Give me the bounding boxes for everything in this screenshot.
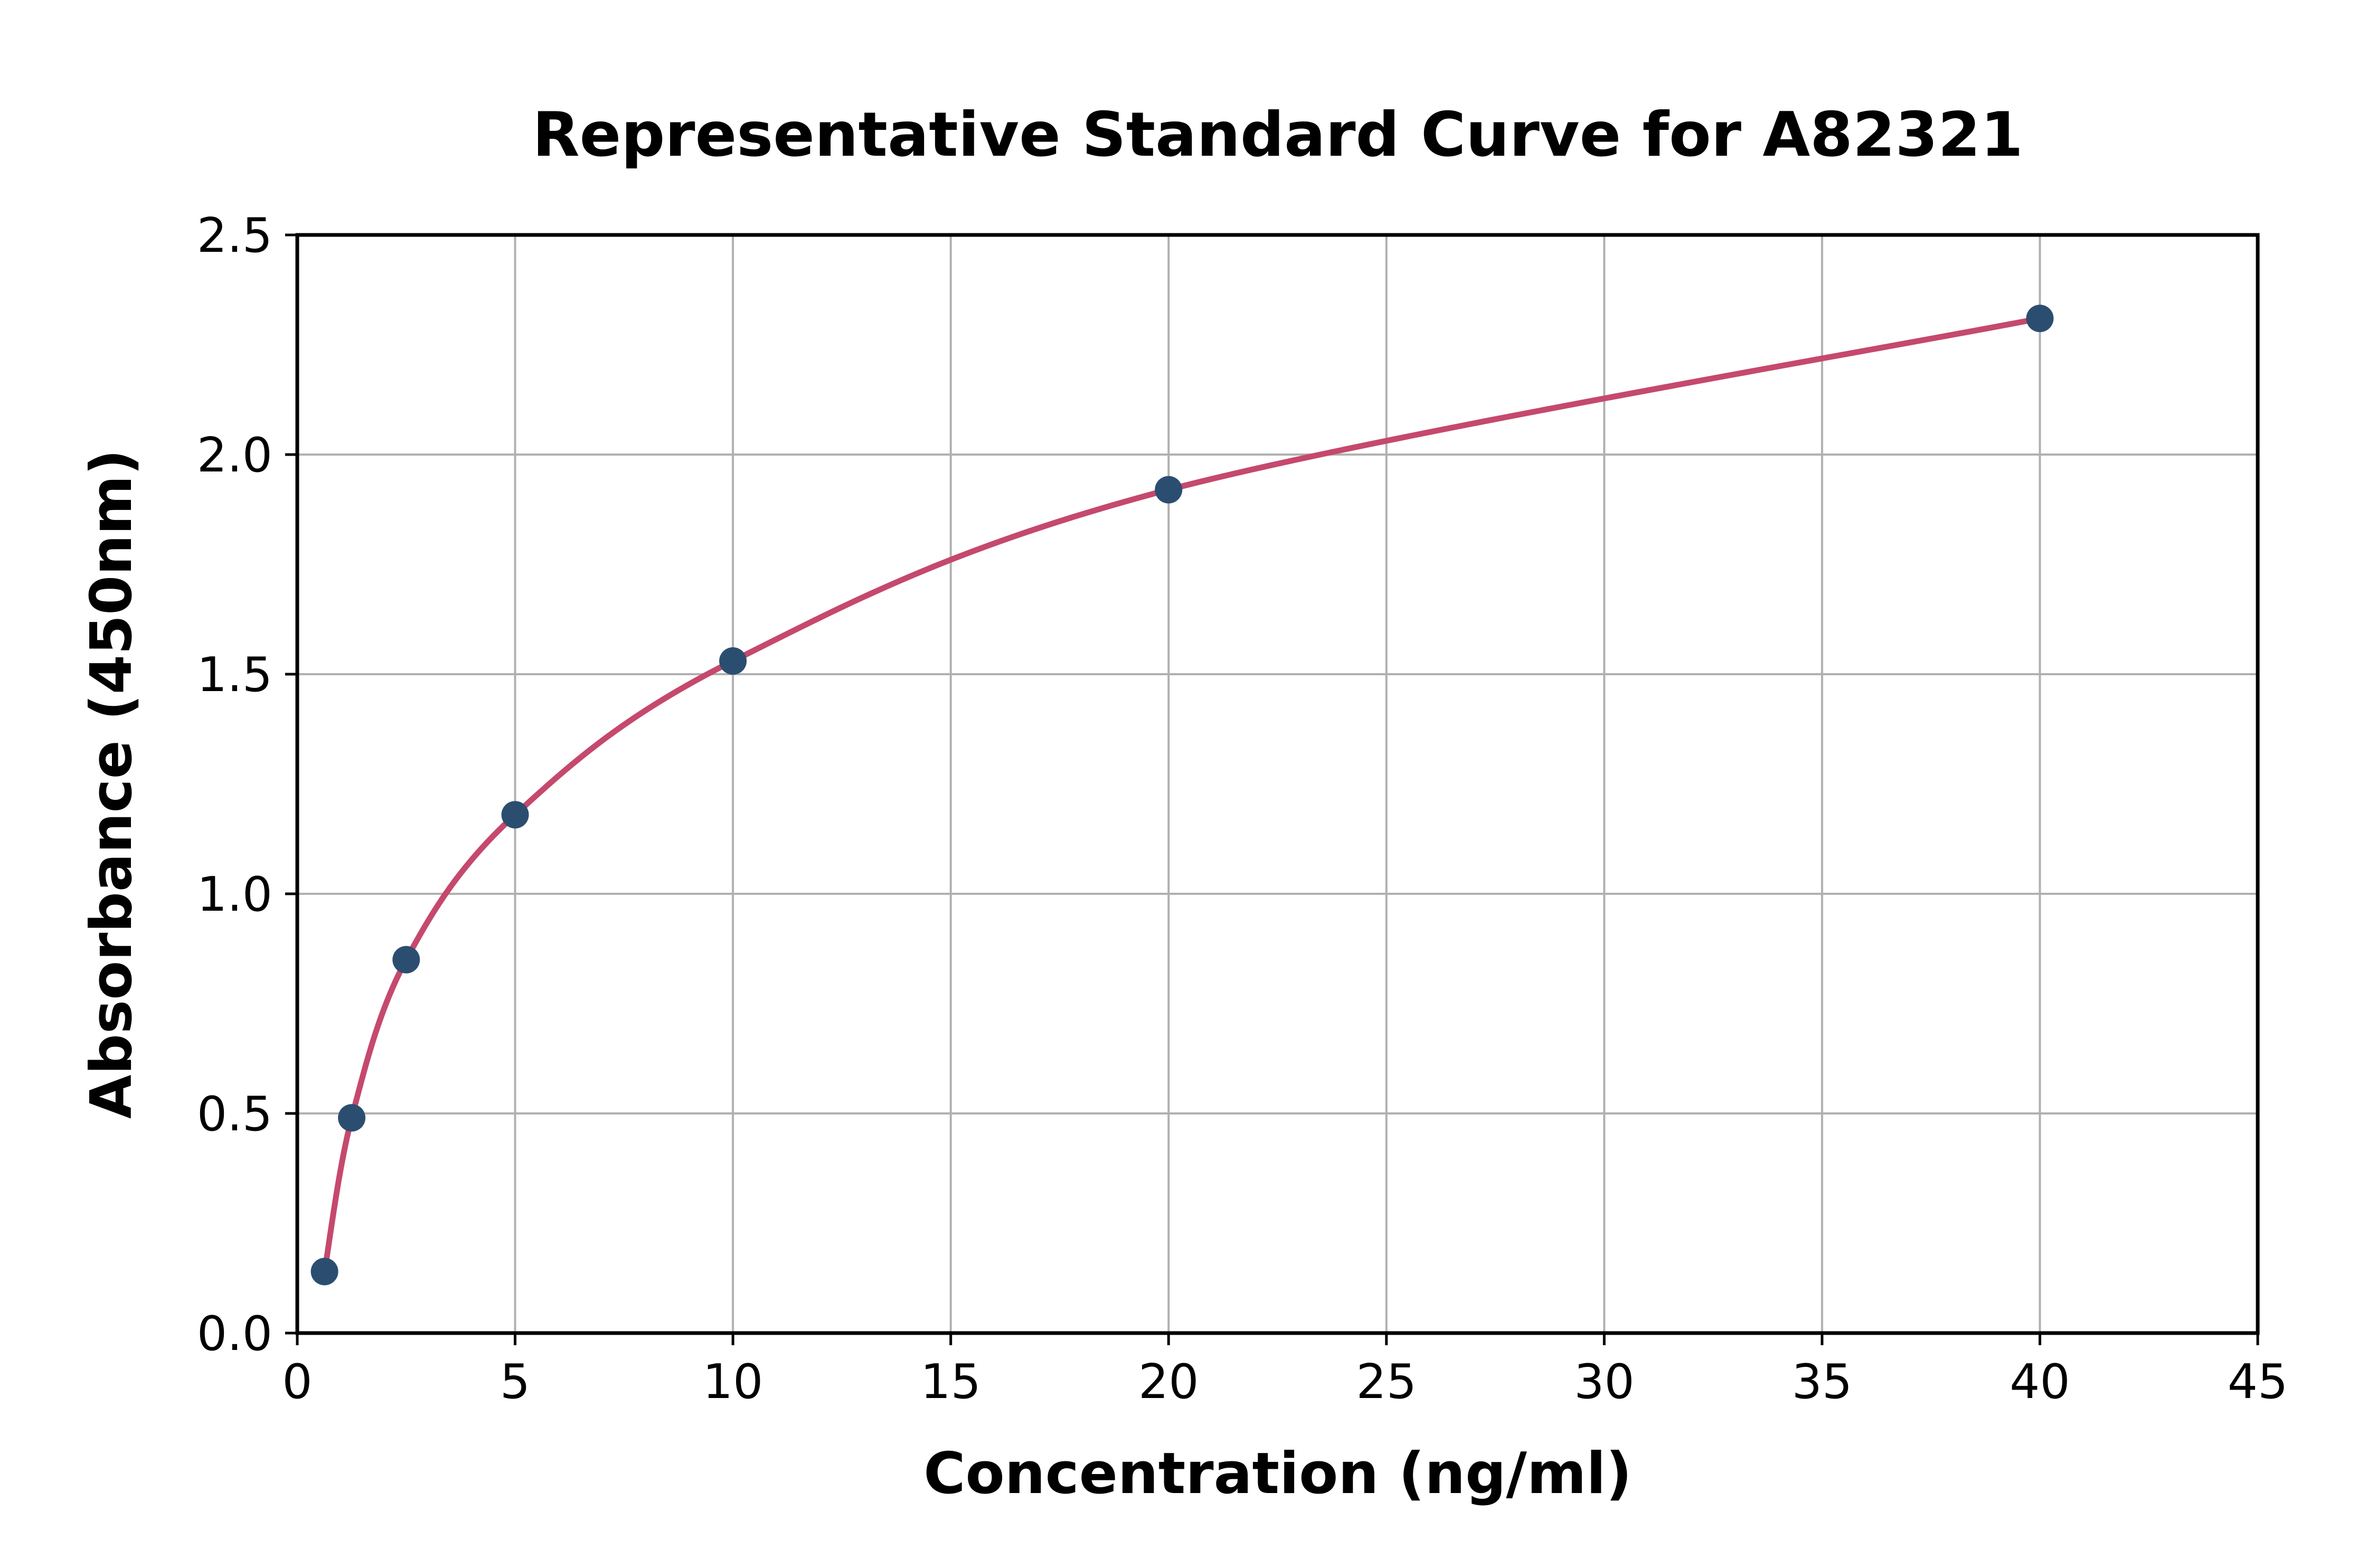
x-tick-label-25: 25 [1356, 1354, 1417, 1410]
data-points [310, 305, 2054, 1286]
gridlines [296, 234, 2259, 1334]
data-point-2.5 [392, 946, 420, 974]
data-point-1.25 [338, 1104, 366, 1132]
x-tick-label-5: 5 [500, 1354, 530, 1410]
data-point-20 [1155, 476, 1183, 504]
x-tick-label-10: 10 [703, 1354, 763, 1410]
y-tick-label-2.0: 2.0 [197, 428, 272, 483]
chart-title: Representative Standard Curve for A82321 [532, 99, 2023, 171]
y-tick-label-2.5: 2.5 [197, 208, 272, 263]
fit-curve-path [322, 315, 2043, 1275]
x-tick-label-45: 45 [2228, 1354, 2288, 1410]
x-tick-label-20: 20 [1138, 1354, 1199, 1410]
x-tick-label-40: 40 [2010, 1354, 2070, 1410]
axis-ticks [285, 233, 2259, 1345]
x-tick-label-30: 30 [1574, 1354, 1635, 1410]
data-point-0.625 [310, 1258, 338, 1286]
y-axis-label: Absorbance (450nm) [79, 449, 145, 1119]
data-point-5 [501, 801, 529, 829]
x-axis-label: Concentration (ng/ml) [923, 1441, 1632, 1507]
y-tick-label-0.5: 0.5 [197, 1087, 272, 1142]
plot-border [295, 233, 2260, 1335]
y-tick-label-1.5: 1.5 [197, 647, 272, 703]
data-point-10 [719, 647, 747, 675]
tick-labels: 0 5 10 15 20 25 30 35 40 45 0.0 0.5 1.0 1.5 2.0 2.5 [197, 208, 2288, 1410]
fit-curve [322, 315, 2043, 1275]
x-tick-label-35: 35 [1792, 1354, 1853, 1410]
y-tick-label-1.0: 1.0 [197, 867, 272, 922]
y-tick-label-0.0: 0.0 [197, 1306, 272, 1362]
x-tick-label-0: 0 [282, 1354, 312, 1410]
data-point-40 [2026, 305, 2054, 333]
x-tick-label-15: 15 [920, 1354, 981, 1410]
